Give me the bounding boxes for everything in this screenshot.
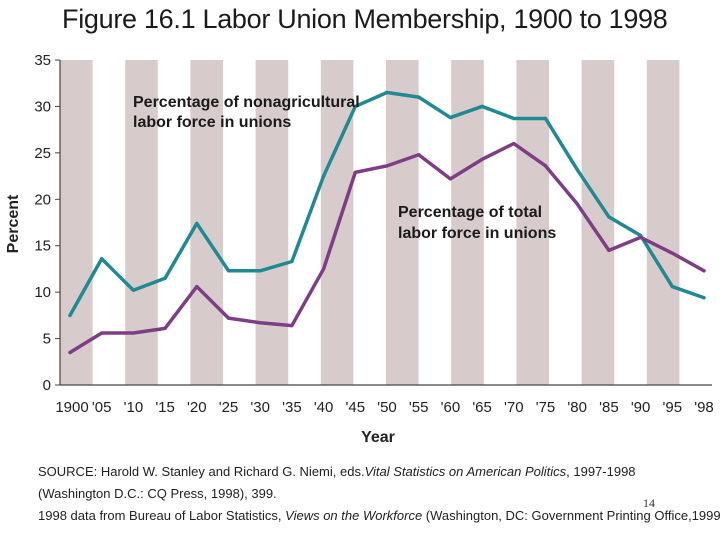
y-tick-label: 25 [34, 145, 51, 162]
data-point [702, 296, 706, 300]
y-tick-labels: 0 5 10 15 20 25 30 35 [34, 52, 51, 394]
data-point [607, 248, 611, 252]
source-line-2: (Washington D.C.: CQ Press, 1998), 399. [38, 486, 277, 501]
data-point [131, 331, 135, 335]
data-point [575, 202, 579, 206]
x-tick-label: '20 [187, 399, 207, 416]
x-tick-label: '65 [472, 399, 492, 416]
y-tick-label: 10 [34, 284, 51, 301]
x-tick-label: '50 [377, 399, 397, 416]
x-axis-title: Year [361, 429, 395, 446]
y-tick-label: 20 [34, 191, 51, 208]
x-tick-label: '25 [219, 399, 239, 416]
x-tick-label: '80 [567, 399, 587, 416]
data-point [417, 153, 421, 157]
x-tick-label: '40 [314, 399, 334, 416]
stripe [581, 60, 615, 385]
x-tick-label: '75 [536, 399, 556, 416]
data-point [258, 321, 262, 325]
data-point [68, 350, 72, 355]
x-tick-label: 1900 [55, 399, 88, 416]
data-point [385, 90, 389, 95]
y-tick-label: 0 [43, 377, 51, 394]
y-tick-label: 5 [43, 331, 51, 348]
data-point [512, 141, 516, 146]
data-point [163, 326, 167, 330]
data-point [480, 104, 484, 109]
data-point [195, 221, 199, 226]
series-label-nonagricultural-line1: Percentage of nonagricultural [133, 94, 360, 111]
data-point [258, 269, 262, 273]
x-tick-label: '05 [92, 399, 112, 416]
x-tick-label: '30 [250, 399, 270, 416]
data-point [322, 267, 326, 271]
y-tick-label: 35 [34, 52, 51, 69]
source-note: SOURCE: Harold W. Stanley and Richard G.… [38, 461, 720, 527]
x-tick-label: '15 [155, 399, 175, 416]
stripe [60, 60, 93, 385]
x-tick-label: '60 [441, 399, 461, 416]
data-point [100, 331, 104, 335]
axes [55, 59, 712, 386]
x-tick-label: '90 [631, 399, 651, 416]
line-chart: 0 5 10 15 20 25 30 35 1900'05 '10 '15 '20 '25 '30 '35… [5, 52, 714, 446]
data-point [195, 284, 199, 289]
series-label-total-line1: Percentage of total [398, 204, 542, 221]
data-point [480, 157, 484, 161]
data-point [290, 259, 294, 264]
x-tick-label: '45 [346, 399, 366, 416]
stripe [646, 60, 680, 385]
data-point [163, 276, 167, 280]
y-tick-label: 30 [34, 98, 51, 115]
source-line-3: 1998 data from Bureau of Labor Statistic… [38, 508, 720, 523]
data-point [353, 104, 357, 109]
y-tick-label: 15 [34, 238, 51, 255]
y-axis-title: Percent [5, 194, 22, 253]
data-point [131, 288, 135, 292]
series-label-nonagricultural-line2: labor force in unions [133, 114, 291, 131]
series-lines [68, 90, 706, 355]
x-tick-label: '98 [694, 399, 714, 416]
data-point [290, 323, 294, 328]
data-point [670, 251, 674, 255]
x-tick-label: '10 [124, 399, 144, 416]
x-tick-label: '95 [663, 399, 683, 416]
data-point [448, 177, 452, 181]
data-point [448, 115, 452, 120]
data-point [607, 215, 611, 219]
x-tick-label: '35 [282, 399, 302, 416]
x-tick-label: '70 [504, 399, 524, 416]
data-point [226, 316, 231, 320]
data-point [543, 164, 548, 168]
data-point [322, 174, 326, 178]
data-point [417, 95, 421, 99]
data-point [100, 257, 104, 261]
stripe [386, 60, 419, 385]
chart-title: Figure 16.1 Labor Union Membership, 1900… [62, 4, 668, 34]
page-number: 14 [643, 496, 655, 510]
data-point [639, 235, 643, 239]
series-label-total-line2: labor force in unions [398, 225, 556, 242]
data-point [353, 170, 357, 174]
source-line-1: SOURCE: Harold W. Stanley and Richard G.… [38, 464, 636, 479]
data-point [385, 164, 389, 168]
stripe [516, 60, 549, 385]
x-tick-labels: 1900'05 '10 '15 '20 '25 '30 '35 '40 '45 '50 '55 '60… [55, 399, 713, 416]
x-tick-label: '85 [599, 399, 619, 416]
data-point [68, 313, 72, 317]
data-point [702, 269, 706, 273]
data-point [512, 116, 516, 121]
data-point [670, 284, 674, 289]
stripe [255, 60, 289, 385]
data-point [575, 167, 579, 172]
data-point [543, 116, 548, 121]
x-tick-label: '55 [409, 399, 429, 416]
data-point [226, 269, 231, 273]
